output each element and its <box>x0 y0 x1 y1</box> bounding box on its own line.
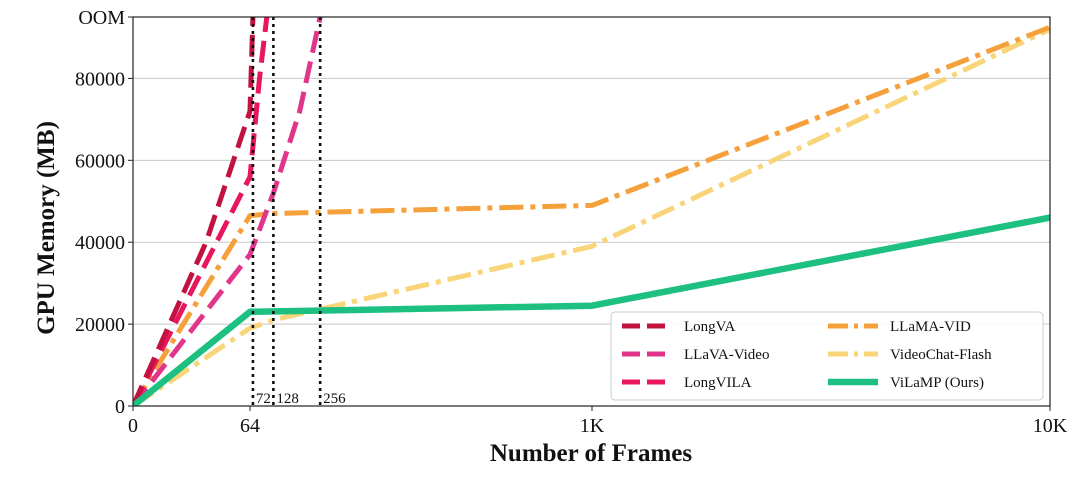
x-axis-title: Number of Frames <box>490 440 693 467</box>
frame-limit-lines: 72 128 256 <box>251 17 346 407</box>
series-videochat-flash <box>133 27 1050 406</box>
series-longva <box>133 17 256 406</box>
y-tick-label: 60000 <box>75 150 125 172</box>
y-tick-label: 0 <box>115 396 125 418</box>
y-tick-label: 40000 <box>75 232 125 254</box>
vline-label-128: 128 <box>276 391 299 407</box>
legend-label-videochat-flash: VideoChat-Flash <box>890 347 992 363</box>
series-vilamp-ours <box>133 214 1050 406</box>
x-tick-label: 1K <box>580 415 605 437</box>
legend-label-longva: LongVA <box>684 319 736 335</box>
x-tick-label: 64 <box>240 415 260 437</box>
legend-label-llava-video: LLaVA-Video <box>684 347 769 363</box>
legend-label-vilamp-ours: ViLaMP (Ours) <box>890 375 984 391</box>
legend: LongVA LLaVA-Video LongVILA LLaMA-VID VideoC… <box>610 311 1044 401</box>
legend-label-longvila: LongVILA <box>684 375 752 391</box>
legend-box <box>610 311 1044 401</box>
y-axis-title: GPU Memory (MB) <box>33 121 60 335</box>
y-tick-label: 80000 <box>75 68 125 90</box>
series-longvila <box>133 17 270 406</box>
y-tick-label: 20000 <box>75 314 125 336</box>
vline-label-72: 72 <box>256 391 271 407</box>
vline-label-256: 256 <box>323 391 346 407</box>
x-tick-label: 0 <box>128 415 138 437</box>
legend-label-llama-vid: LLaMA-VID <box>890 319 971 335</box>
y-tick-label: OOM <box>78 7 125 29</box>
x-tick-label: 10K <box>1033 415 1068 437</box>
axis-ticks: 0 20000 40000 60000 80000 OOM 0 64 1K 10K <box>75 7 1068 437</box>
